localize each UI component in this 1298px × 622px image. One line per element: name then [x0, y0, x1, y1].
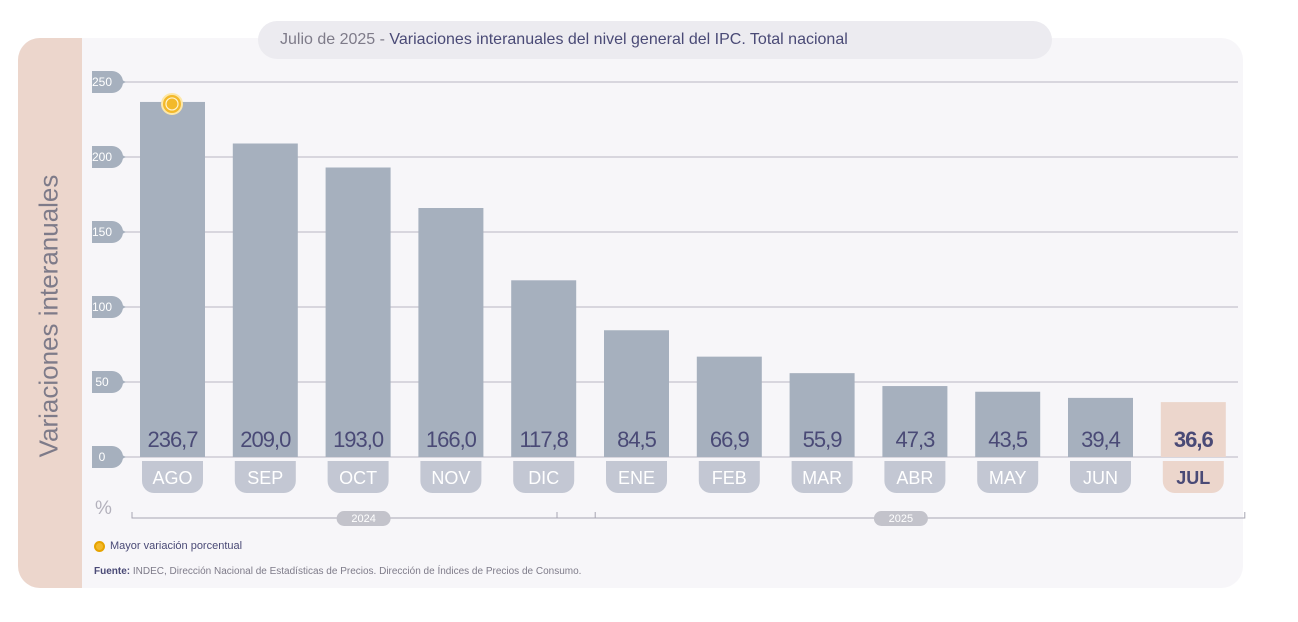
bar-feb — [696, 356, 762, 457]
year-pill-2025 — [873, 511, 928, 526]
value-label-nov: 166,0 — [426, 427, 477, 452]
legend-label: Mayor variación porcentual — [110, 540, 243, 552]
y-tick-bubble-tip-50 — [104, 371, 126, 393]
highest-variation-marker-icon — [94, 540, 105, 552]
value-label-dic: 117,8 — [519, 427, 568, 452]
max-value-marker-ring — [165, 97, 179, 111]
category-label-may: MAY — [989, 468, 1027, 488]
value-label-ene: 84,5 — [617, 427, 657, 452]
bar-mar — [789, 373, 855, 457]
y-tick-label-50: 50 — [95, 375, 109, 389]
category-label-feb: FEB — [712, 468, 747, 488]
category-pill-mar — [791, 461, 853, 493]
bar-oct — [325, 167, 391, 457]
chart-title-main: Variaciones interanuales del nivel gener… — [389, 31, 848, 48]
y-tick-bubble-tip-150 — [104, 221, 126, 243]
chart-title-prefix: Julio de 2025 - — [280, 31, 390, 48]
category-pill-jul — [1162, 461, 1224, 493]
category-label-jul: JUL — [1176, 468, 1210, 488]
bar-ene — [604, 330, 669, 457]
year-label-2024: 2024 — [351, 513, 375, 525]
category-label-jun: JUN — [1083, 468, 1118, 488]
value-label-jul: 36,6 — [1174, 427, 1214, 452]
category-label-abr: ABR — [896, 468, 933, 488]
value-label-abr: 47,3 — [895, 427, 935, 452]
y-tick-bubble-tip-250 — [104, 71, 126, 93]
bar-nov — [418, 208, 484, 457]
year-pill-2024 — [336, 511, 391, 526]
y-tick-bubble-tip-0 — [104, 446, 126, 468]
value-label-mar: 55,9 — [803, 427, 843, 452]
max-value-marker-icon — [161, 92, 183, 115]
source-text: INDEC, Dirección Nacional de Estadística… — [132, 566, 582, 577]
chart-card — [18, 38, 1243, 588]
source-note: Fuente: INDEC, Dirección Nacional de Est… — [94, 566, 581, 577]
category-pill-jun — [1070, 461, 1131, 493]
category-label-sep: SEP — [247, 468, 283, 488]
category-pill-dic — [513, 461, 575, 493]
legend: Mayor variación porcentual — [94, 540, 242, 552]
y-tick-label-200: 200 — [92, 150, 112, 164]
category-pill-ene — [606, 461, 667, 493]
bar-sep — [232, 143, 298, 457]
value-label-oct: 193,0 — [333, 427, 384, 452]
category-label-dic: DIC — [528, 468, 559, 488]
value-label-sep: 209,0 — [240, 427, 291, 452]
y-tick-label-100: 100 — [92, 300, 112, 314]
category-pill-nov — [420, 461, 482, 493]
y-tick-bubble-tip-100 — [104, 296, 126, 318]
y-tick-label-250: 250 — [92, 75, 112, 89]
bar-dic — [511, 280, 577, 457]
y-axis-side-panel — [18, 38, 82, 588]
source-label: Fuente: — [94, 566, 131, 577]
category-label-ene: ENE — [618, 468, 655, 488]
bar-jun — [1068, 397, 1133, 457]
category-label-mar: MAR — [802, 468, 842, 488]
unit-label: % — [95, 498, 112, 519]
y-tick-bubble-tip-200 — [104, 146, 126, 168]
category-pill-may — [977, 461, 1039, 493]
category-label-ago: AGO — [152, 468, 192, 488]
year-label-2025: 2025 — [889, 513, 913, 525]
bar-abr — [882, 386, 948, 457]
category-label-oct: OCT — [339, 468, 377, 488]
category-pill-abr — [884, 461, 946, 493]
bar-jul — [1160, 402, 1226, 457]
category-pill-oct — [327, 461, 389, 493]
y-tick-label-0: 0 — [99, 450, 106, 464]
bar-ago — [140, 101, 205, 457]
value-label-may: 43,5 — [988, 427, 1028, 452]
y-tick-label-150: 150 — [92, 225, 112, 239]
value-label-jun: 39,4 — [1081, 427, 1121, 452]
category-label-nov: NOV — [431, 468, 470, 488]
chart-title: Julio de 2025 - Variaciones interanuales… — [258, 21, 1052, 59]
bar-may — [975, 391, 1041, 457]
value-label-ago: 236,7 — [147, 427, 198, 452]
category-pill-sep — [234, 461, 296, 493]
category-pill-ago — [142, 461, 203, 493]
category-pill-feb — [698, 461, 760, 493]
value-label-feb: 66,9 — [710, 427, 750, 452]
